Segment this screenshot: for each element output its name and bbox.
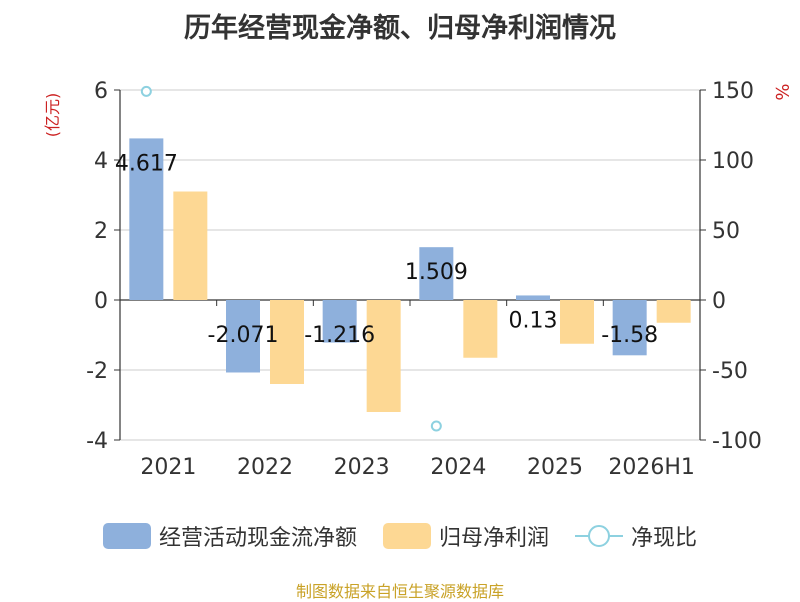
legend-label-net-profit: 归母净利润 <box>438 526 549 551</box>
data-label-cashflow: -1.216 <box>304 323 375 348</box>
y-right-axis-label: % <box>771 83 792 100</box>
data-label-cashflow: 1.509 <box>405 260 468 285</box>
x-tick-label: 2024 <box>430 455 486 480</box>
bar-net-profit-2024 <box>463 300 498 358</box>
legend-item-net-profit[interactable]: 归母净利润 <box>382 520 549 552</box>
point-cash-ratio-2024 <box>430 420 442 432</box>
bar-cashflow-2024 <box>419 247 454 300</box>
y-right-tick-label: 50 <box>712 219 740 244</box>
legend-label-cash-ratio: 净现比 <box>631 526 698 551</box>
data-label-cashflow: 4.617 <box>115 151 178 176</box>
legend-swatch-net-profit <box>382 523 431 549</box>
y-left-tick-label: -4 <box>86 429 108 454</box>
legend-swatch-cash-ratio <box>575 523 623 549</box>
x-tick-label: 2022 <box>237 455 293 480</box>
y-left-tick-label: 6 <box>94 79 108 104</box>
x-tick-label: 2026H1 <box>608 455 695 480</box>
data-label-cashflow: -1.58 <box>601 323 658 348</box>
x-tick-label: 2021 <box>140 455 196 480</box>
y-right-tick-label: 100 <box>712 149 754 174</box>
data-label-cashflow: 0.13 <box>509 308 558 333</box>
bar-cashflow-2026H1 <box>612 300 647 356</box>
y-left-tick-label: -2 <box>86 359 108 384</box>
data-label-cashflow: -2.071 <box>208 323 279 348</box>
y-right-tick-label: 150 <box>712 79 754 104</box>
bar-net-profit-2025 <box>560 300 594 344</box>
bar-net-profit-2023 <box>366 300 401 412</box>
legend-swatch-cashflow <box>102 523 151 549</box>
bar-net-profit-2021 <box>173 191 208 300</box>
x-tick-label: 2025 <box>527 455 583 480</box>
y-left-axis-label: (亿元) <box>43 93 62 138</box>
y-left-tick-label: 0 <box>94 289 108 314</box>
bar-cashflow-2023 <box>322 300 357 343</box>
y-left-tick-label: 2 <box>94 219 108 244</box>
point-cash-ratio-2021 <box>140 85 152 97</box>
legend-item-cash-ratio[interactable]: 净现比 <box>575 520 697 552</box>
legend: 经营活动现金流净额 归母净利润 净现比 <box>0 518 800 554</box>
y-right-tick-label: -50 <box>712 359 748 384</box>
legend-label-cashflow: 经营活动现金流净额 <box>158 526 357 551</box>
source-note: 制图数据来自恒生聚源数据库 <box>295 582 504 601</box>
bar-net-profit-2026H1 <box>656 300 691 323</box>
bar-cashflow-2022 <box>226 300 260 373</box>
bar-cashflow-2021 <box>129 138 164 300</box>
bar-net-profit-2022 <box>270 300 304 384</box>
y-left-tick-label: 4 <box>94 149 108 174</box>
y-right-tick-label: 0 <box>712 289 726 314</box>
legend-item-cashflow[interactable]: 经营活动现金流净额 <box>102 520 357 552</box>
bar-cashflow-2025 <box>516 295 550 300</box>
y-right-tick-label: -100 <box>712 429 762 454</box>
chart-title: 历年经营现金净额、归母净利润情况 <box>184 13 616 44</box>
x-tick-label: 2023 <box>334 455 390 480</box>
